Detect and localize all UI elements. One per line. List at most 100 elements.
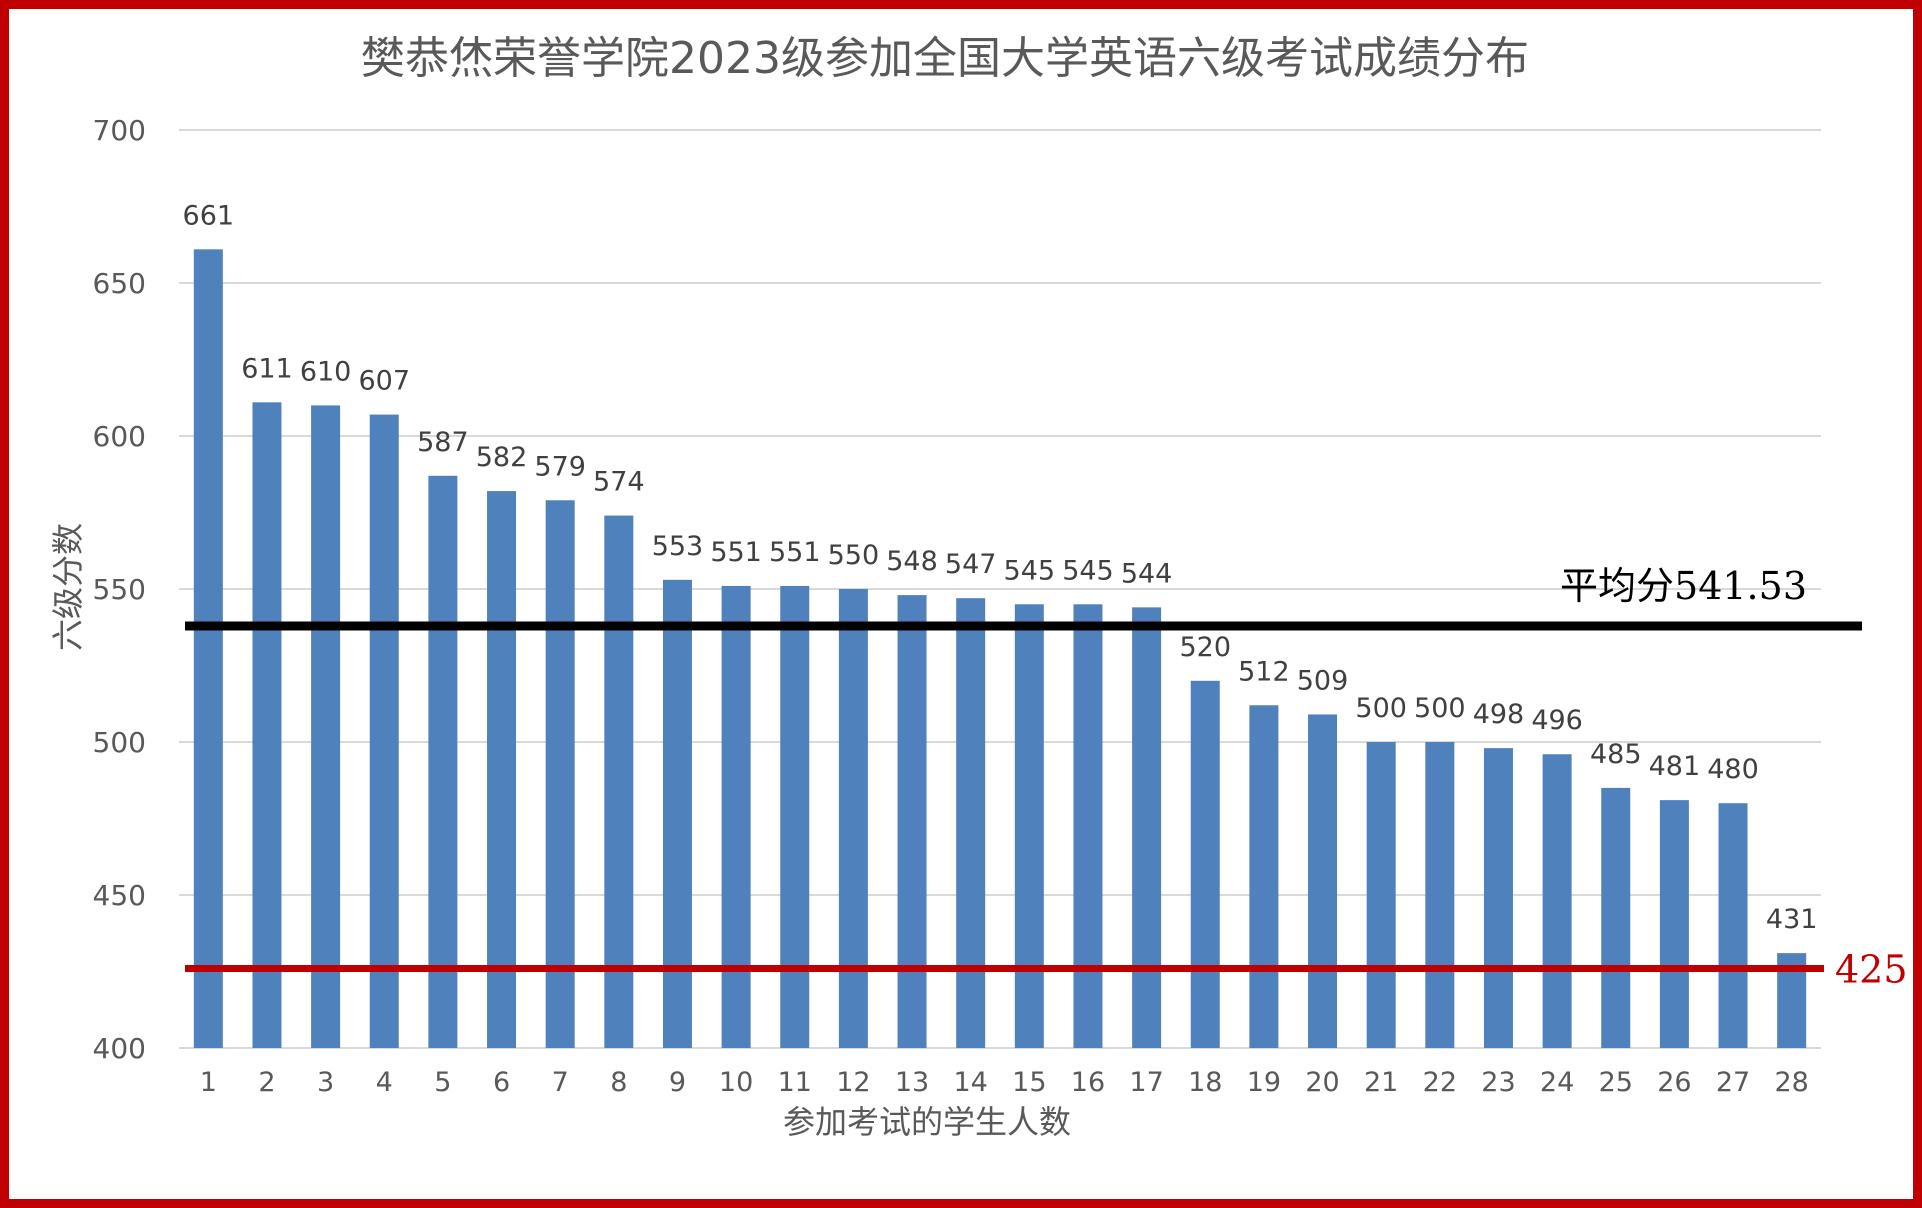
data-label: 661 — [183, 200, 235, 231]
bar-27 — [1718, 803, 1748, 1048]
y-axis-ticks: 400 450 500 550 600 650 700 — [93, 114, 146, 1065]
bar-13 — [897, 595, 927, 1048]
data-label: 551 — [769, 537, 821, 568]
data-label: 431 — [1766, 904, 1818, 935]
x-tick-label: 12 — [836, 1067, 870, 1098]
data-label: 480 — [1707, 754, 1759, 785]
data-label: 548 — [886, 546, 938, 577]
chart-title: 樊恭烋荣誉学院2023级参加全国大学英语六级考试成绩分布 — [361, 33, 1529, 84]
x-tick-label: 20 — [1305, 1067, 1339, 1098]
x-tick-label: 11 — [778, 1067, 812, 1098]
x-tick-label: 7 — [552, 1067, 569, 1098]
data-label: 500 — [1355, 693, 1407, 724]
data-label: 611 — [241, 353, 293, 384]
bar-8 — [604, 515, 634, 1048]
bar-21 — [1366, 742, 1396, 1048]
data-label: 498 — [1473, 699, 1525, 730]
x-tick-label: 10 — [719, 1067, 753, 1098]
data-label: 500 — [1414, 693, 1466, 724]
data-label: 553 — [652, 531, 704, 562]
x-tick-label: 5 — [434, 1067, 451, 1098]
bar-20 — [1308, 714, 1338, 1048]
bar-26 — [1659, 800, 1689, 1048]
x-tick-label: 23 — [1481, 1067, 1515, 1098]
x-tick-label: 14 — [953, 1067, 987, 1098]
x-tick-label: 17 — [1129, 1067, 1163, 1098]
data-label: 544 — [1121, 558, 1173, 589]
average-label: 平均分541.53 — [1560, 564, 1807, 608]
x-tick-label: 1 — [200, 1067, 217, 1098]
bar-16 — [1073, 604, 1103, 1048]
bar-6 — [487, 491, 517, 1049]
x-tick-label: 19 — [1247, 1067, 1281, 1098]
data-label: 579 — [534, 451, 586, 482]
data-label: 607 — [358, 366, 410, 397]
bar-5 — [428, 475, 458, 1048]
bar-23 — [1483, 748, 1513, 1048]
data-label: 547 — [945, 549, 997, 580]
x-axis-ticks: 1 2 3 4 5 6 7 8 9 10 11 12 13 14 15 16 17 18 19 20 21 22 23 24 2… — [200, 1067, 1809, 1098]
bar-17 — [1132, 607, 1162, 1048]
data-label: 520 — [1179, 632, 1231, 663]
bar-chart: 樊恭烋荣誉学院2023级参加全国大学英语六级考试成绩分布 40045050055… — [49, 33, 1908, 1141]
x-tick-label: 9 — [669, 1067, 686, 1098]
y-tick-label: 400 — [93, 1032, 146, 1065]
x-tick-label: 24 — [1540, 1067, 1574, 1098]
bar-9 — [662, 579, 692, 1048]
data-label: 582 — [476, 442, 528, 473]
x-tick-label: 28 — [1774, 1067, 1808, 1098]
bars — [193, 249, 1807, 1049]
y-tick-label: 700 — [93, 114, 146, 147]
bar-15 — [1014, 604, 1044, 1048]
x-axis-label: 参加考试的学生人数 — [783, 1103, 1071, 1141]
bar-25 — [1601, 787, 1631, 1048]
data-label: 610 — [300, 356, 352, 387]
data-label: 587 — [417, 427, 469, 458]
bar-4 — [369, 414, 399, 1049]
y-tick-label: 550 — [93, 573, 146, 606]
data-label: 550 — [828, 540, 880, 571]
x-tick-label: 3 — [317, 1067, 334, 1098]
bar-18 — [1190, 680, 1220, 1048]
bar-24 — [1542, 754, 1572, 1048]
x-tick-label: 21 — [1364, 1067, 1398, 1098]
bar-11 — [780, 585, 810, 1048]
data-label: 485 — [1590, 739, 1642, 770]
y-tick-label: 450 — [93, 879, 146, 912]
bar-2 — [252, 402, 282, 1049]
data-label: 545 — [1062, 555, 1114, 586]
data-label: 496 — [1531, 705, 1583, 736]
data-label: 481 — [1649, 751, 1701, 782]
x-tick-label: 2 — [258, 1067, 275, 1098]
bar-3 — [311, 405, 341, 1048]
y-tick-label: 500 — [93, 726, 146, 759]
x-tick-label: 27 — [1716, 1067, 1750, 1098]
x-tick-label: 13 — [895, 1067, 929, 1098]
reference-lines: 平均分541.53 425 — [185, 564, 1908, 992]
bar-1 — [193, 249, 223, 1049]
data-label: 509 — [1297, 665, 1349, 696]
bar-10 — [721, 585, 751, 1048]
bar-14 — [956, 598, 986, 1048]
x-tick-label: 22 — [1423, 1067, 1457, 1098]
x-tick-label: 16 — [1071, 1067, 1105, 1098]
bar-19 — [1249, 705, 1279, 1048]
x-tick-label: 25 — [1599, 1067, 1633, 1098]
x-tick-label: 26 — [1657, 1067, 1691, 1098]
bar-22 — [1425, 742, 1455, 1048]
x-tick-label: 4 — [376, 1067, 393, 1098]
y-tick-label: 650 — [93, 267, 146, 300]
y-axis-label: 六级分数 — [49, 523, 87, 651]
x-tick-label: 15 — [1012, 1067, 1046, 1098]
bar-12 — [838, 589, 868, 1048]
y-tick-label: 600 — [93, 420, 146, 453]
x-tick-label: 18 — [1188, 1067, 1222, 1098]
x-tick-label: 8 — [610, 1067, 627, 1098]
x-tick-label: 6 — [493, 1067, 510, 1098]
data-label: 512 — [1238, 656, 1290, 687]
data-label: 545 — [1004, 555, 1056, 586]
threshold-label: 425 — [1835, 948, 1908, 992]
data-label: 551 — [710, 537, 762, 568]
